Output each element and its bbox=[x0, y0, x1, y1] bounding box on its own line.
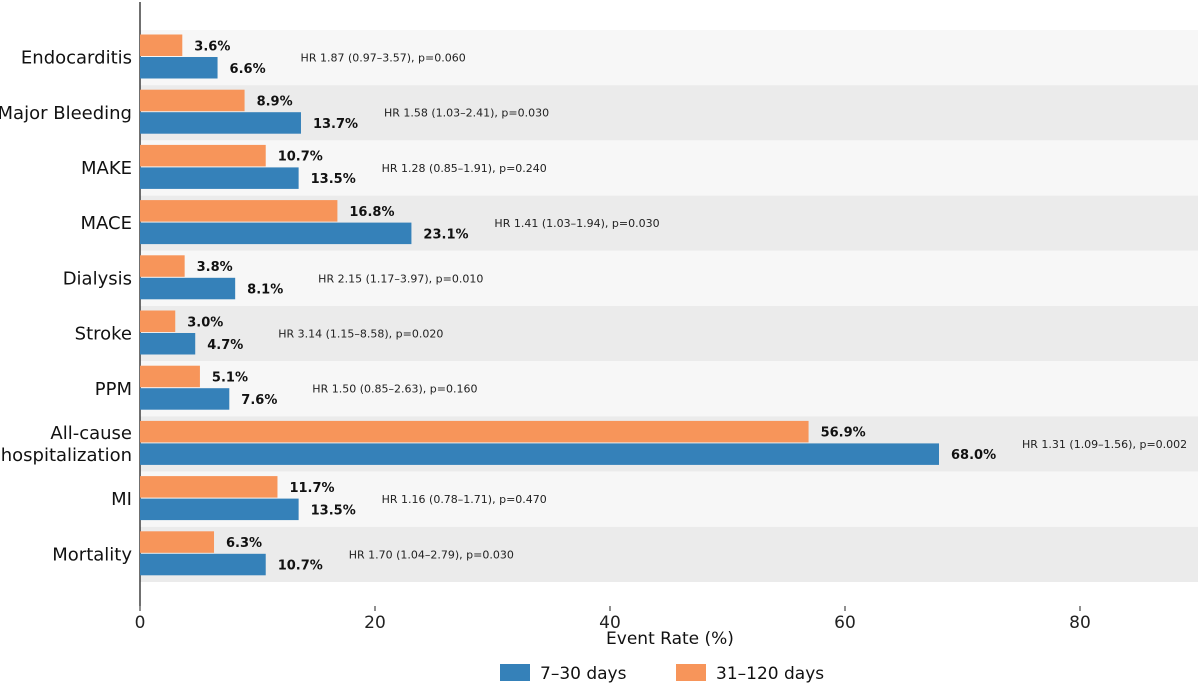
data-label-7-30: 6.6% bbox=[230, 62, 266, 77]
bar-7-30-make bbox=[140, 167, 299, 189]
data-label-7-30: 68.0% bbox=[951, 448, 996, 463]
bar-7-30-mi bbox=[140, 498, 299, 521]
category-label: MAKE bbox=[81, 158, 132, 179]
hr-annotation: HR 1.70 (1.04–2.79), p=0.030 bbox=[349, 548, 514, 561]
data-label-31-120: 3.8% bbox=[197, 260, 233, 275]
category-label: MACE bbox=[81, 213, 132, 234]
bar-31-120-ppm bbox=[140, 365, 200, 388]
bar-31-120-endocarditis bbox=[140, 34, 183, 56]
data-label-31-120: 11.7% bbox=[289, 481, 334, 496]
x-tick-label: 0 bbox=[135, 613, 146, 633]
data-label-31-120: 6.3% bbox=[226, 536, 262, 551]
legend-label-7-30: 7–30 days bbox=[540, 664, 627, 684]
x-tick-label: 20 bbox=[364, 613, 386, 633]
bar-7-30-ppm bbox=[140, 388, 230, 410]
category-label: Stroke bbox=[75, 324, 132, 345]
row-band bbox=[140, 361, 1198, 417]
row-band bbox=[140, 85, 1198, 141]
row-band bbox=[140, 306, 1198, 362]
hr-annotation: HR 1.28 (0.85–1.91), p=0.240 bbox=[382, 162, 547, 175]
data-label-7-30: 13.5% bbox=[311, 503, 356, 518]
category-label: Major Bleeding bbox=[0, 103, 132, 124]
bar-7-30-all-cause-hospitalization bbox=[140, 443, 939, 465]
hr-annotation: HR 1.58 (1.03–2.41), p=0.030 bbox=[384, 107, 549, 120]
data-label-31-120: 10.7% bbox=[278, 150, 323, 165]
hr-annotation: HR 1.31 (1.09–1.56), p=0.002 bbox=[1022, 438, 1187, 451]
data-label-31-120: 16.8% bbox=[349, 205, 394, 220]
hr-annotation: HR 2.15 (1.17–3.97), p=0.010 bbox=[318, 272, 483, 285]
x-tick-label: 60 bbox=[834, 613, 856, 633]
row-band bbox=[140, 30, 1198, 86]
category-label: Dialysis bbox=[63, 268, 132, 289]
data-label-31-120: 3.0% bbox=[187, 315, 223, 330]
hr-annotation: HR 1.50 (0.85–2.63), p=0.160 bbox=[312, 383, 477, 396]
bar-7-30-dialysis bbox=[140, 277, 236, 300]
category-label: hospitalization bbox=[1, 445, 132, 466]
x-tick-label: 40 bbox=[599, 613, 621, 633]
hr-annotation: HR 1.41 (1.03–1.94), p=0.030 bbox=[494, 217, 659, 230]
data-label-31-120: 8.9% bbox=[257, 94, 293, 109]
hr-annotation: HR 1.16 (0.78–1.71), p=0.470 bbox=[382, 493, 547, 506]
bar-7-30-endocarditis bbox=[140, 57, 218, 79]
data-label-7-30: 13.7% bbox=[313, 117, 358, 132]
x-axis-title: Event Rate (%) bbox=[606, 629, 734, 649]
data-label-7-30: 4.7% bbox=[207, 338, 243, 353]
bar-7-30-mortality bbox=[140, 553, 266, 576]
legend-swatch-31-120 bbox=[676, 664, 706, 681]
bar-31-120-major-bleeding bbox=[140, 89, 245, 112]
legend-swatch-7-30 bbox=[500, 664, 530, 681]
bar-31-120-mace bbox=[140, 200, 338, 222]
category-label: MI bbox=[111, 489, 132, 510]
data-label-7-30: 7.6% bbox=[241, 393, 277, 408]
category-label: All-cause bbox=[50, 423, 132, 444]
legend-label-31-120: 31–120 days bbox=[716, 664, 824, 684]
row-band bbox=[140, 140, 1198, 196]
data-label-31-120: 56.9% bbox=[821, 426, 866, 441]
data-label-31-120: 3.6% bbox=[194, 39, 230, 54]
data-label-31-120: 5.1% bbox=[212, 370, 248, 385]
bar-31-120-mortality bbox=[140, 531, 215, 553]
row-band bbox=[140, 250, 1198, 306]
category-label: PPM bbox=[95, 379, 132, 400]
category-label: Mortality bbox=[52, 544, 132, 565]
bar-7-30-stroke bbox=[140, 333, 196, 355]
category-label: Endocarditis bbox=[21, 48, 132, 69]
bar-31-120-make bbox=[140, 144, 266, 167]
data-label-7-30: 10.7% bbox=[278, 559, 323, 574]
row-band bbox=[140, 471, 1198, 527]
hr-annotation: HR 1.87 (0.97–3.57), p=0.060 bbox=[301, 52, 466, 65]
data-label-7-30: 8.1% bbox=[247, 283, 283, 298]
data-label-7-30: 23.1% bbox=[423, 227, 468, 242]
bar-31-120-all-cause-hospitalization bbox=[140, 420, 809, 443]
data-label-7-30: 13.5% bbox=[311, 172, 356, 187]
bar-31-120-dialysis bbox=[140, 255, 185, 277]
bar-7-30-mace bbox=[140, 222, 412, 245]
hr-annotation: HR 3.14 (1.15–8.58), p=0.020 bbox=[278, 328, 443, 341]
bar-31-120-stroke bbox=[140, 310, 176, 332]
row-band bbox=[140, 526, 1198, 582]
x-tick-label: 80 bbox=[1069, 613, 1091, 633]
bar-7-30-major-bleeding bbox=[140, 112, 301, 134]
bar-31-120-mi bbox=[140, 476, 278, 498]
